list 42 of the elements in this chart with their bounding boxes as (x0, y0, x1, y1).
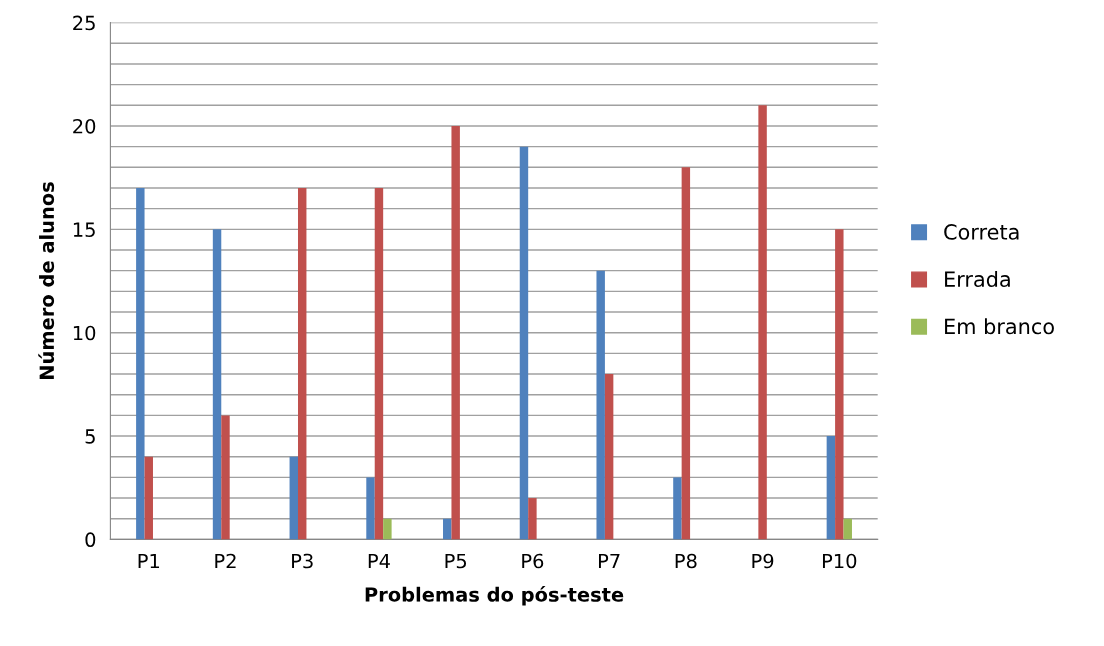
bar (221, 415, 230, 540)
y-tick-label: 5 (85, 429, 95, 444)
bar (596, 270, 605, 540)
bar (383, 518, 392, 540)
bar (374, 187, 384, 540)
bar (212, 229, 222, 540)
bar (144, 456, 153, 540)
legend-label: Em branco (945, 318, 1054, 335)
bar (451, 125, 460, 540)
y-tick-label: 15 (73, 222, 95, 237)
y-tick-label: 20 (73, 118, 96, 134)
bar (835, 229, 844, 540)
x-tick-label: P4 (368, 553, 390, 569)
bar (843, 518, 852, 540)
bar (136, 187, 145, 540)
bar (528, 498, 537, 540)
y-tick-label: 0 (85, 532, 96, 548)
x-tick-label: P5 (445, 553, 467, 569)
bar (758, 105, 767, 540)
x-tick-label: P1 (138, 553, 160, 569)
bar (604, 374, 614, 540)
legend-label: Errada (945, 270, 1010, 288)
x-tick-label: P6 (522, 553, 544, 569)
x-tick-label: P7 (598, 553, 620, 569)
y-tick-label: 10 (73, 325, 96, 341)
x-tick-label: P3 (292, 553, 313, 569)
bar (289, 456, 298, 540)
x-tick-label: P8 (675, 553, 697, 569)
legend-label: Correta (944, 224, 1019, 240)
bar (681, 167, 691, 540)
bar (443, 518, 452, 540)
x-tick-label: P9 (752, 553, 774, 569)
bar (673, 477, 682, 540)
x-axis-title: Problemas do pós-teste (365, 586, 624, 606)
y-axis-title: Número de alunos (38, 182, 55, 379)
bar (519, 146, 529, 540)
y-tick-label: 25 (73, 15, 95, 31)
bar (366, 477, 375, 540)
bar (826, 436, 836, 540)
x-tick-label: P10 (822, 553, 857, 569)
x-tick-label: P2 (215, 553, 236, 569)
bar (298, 187, 307, 540)
